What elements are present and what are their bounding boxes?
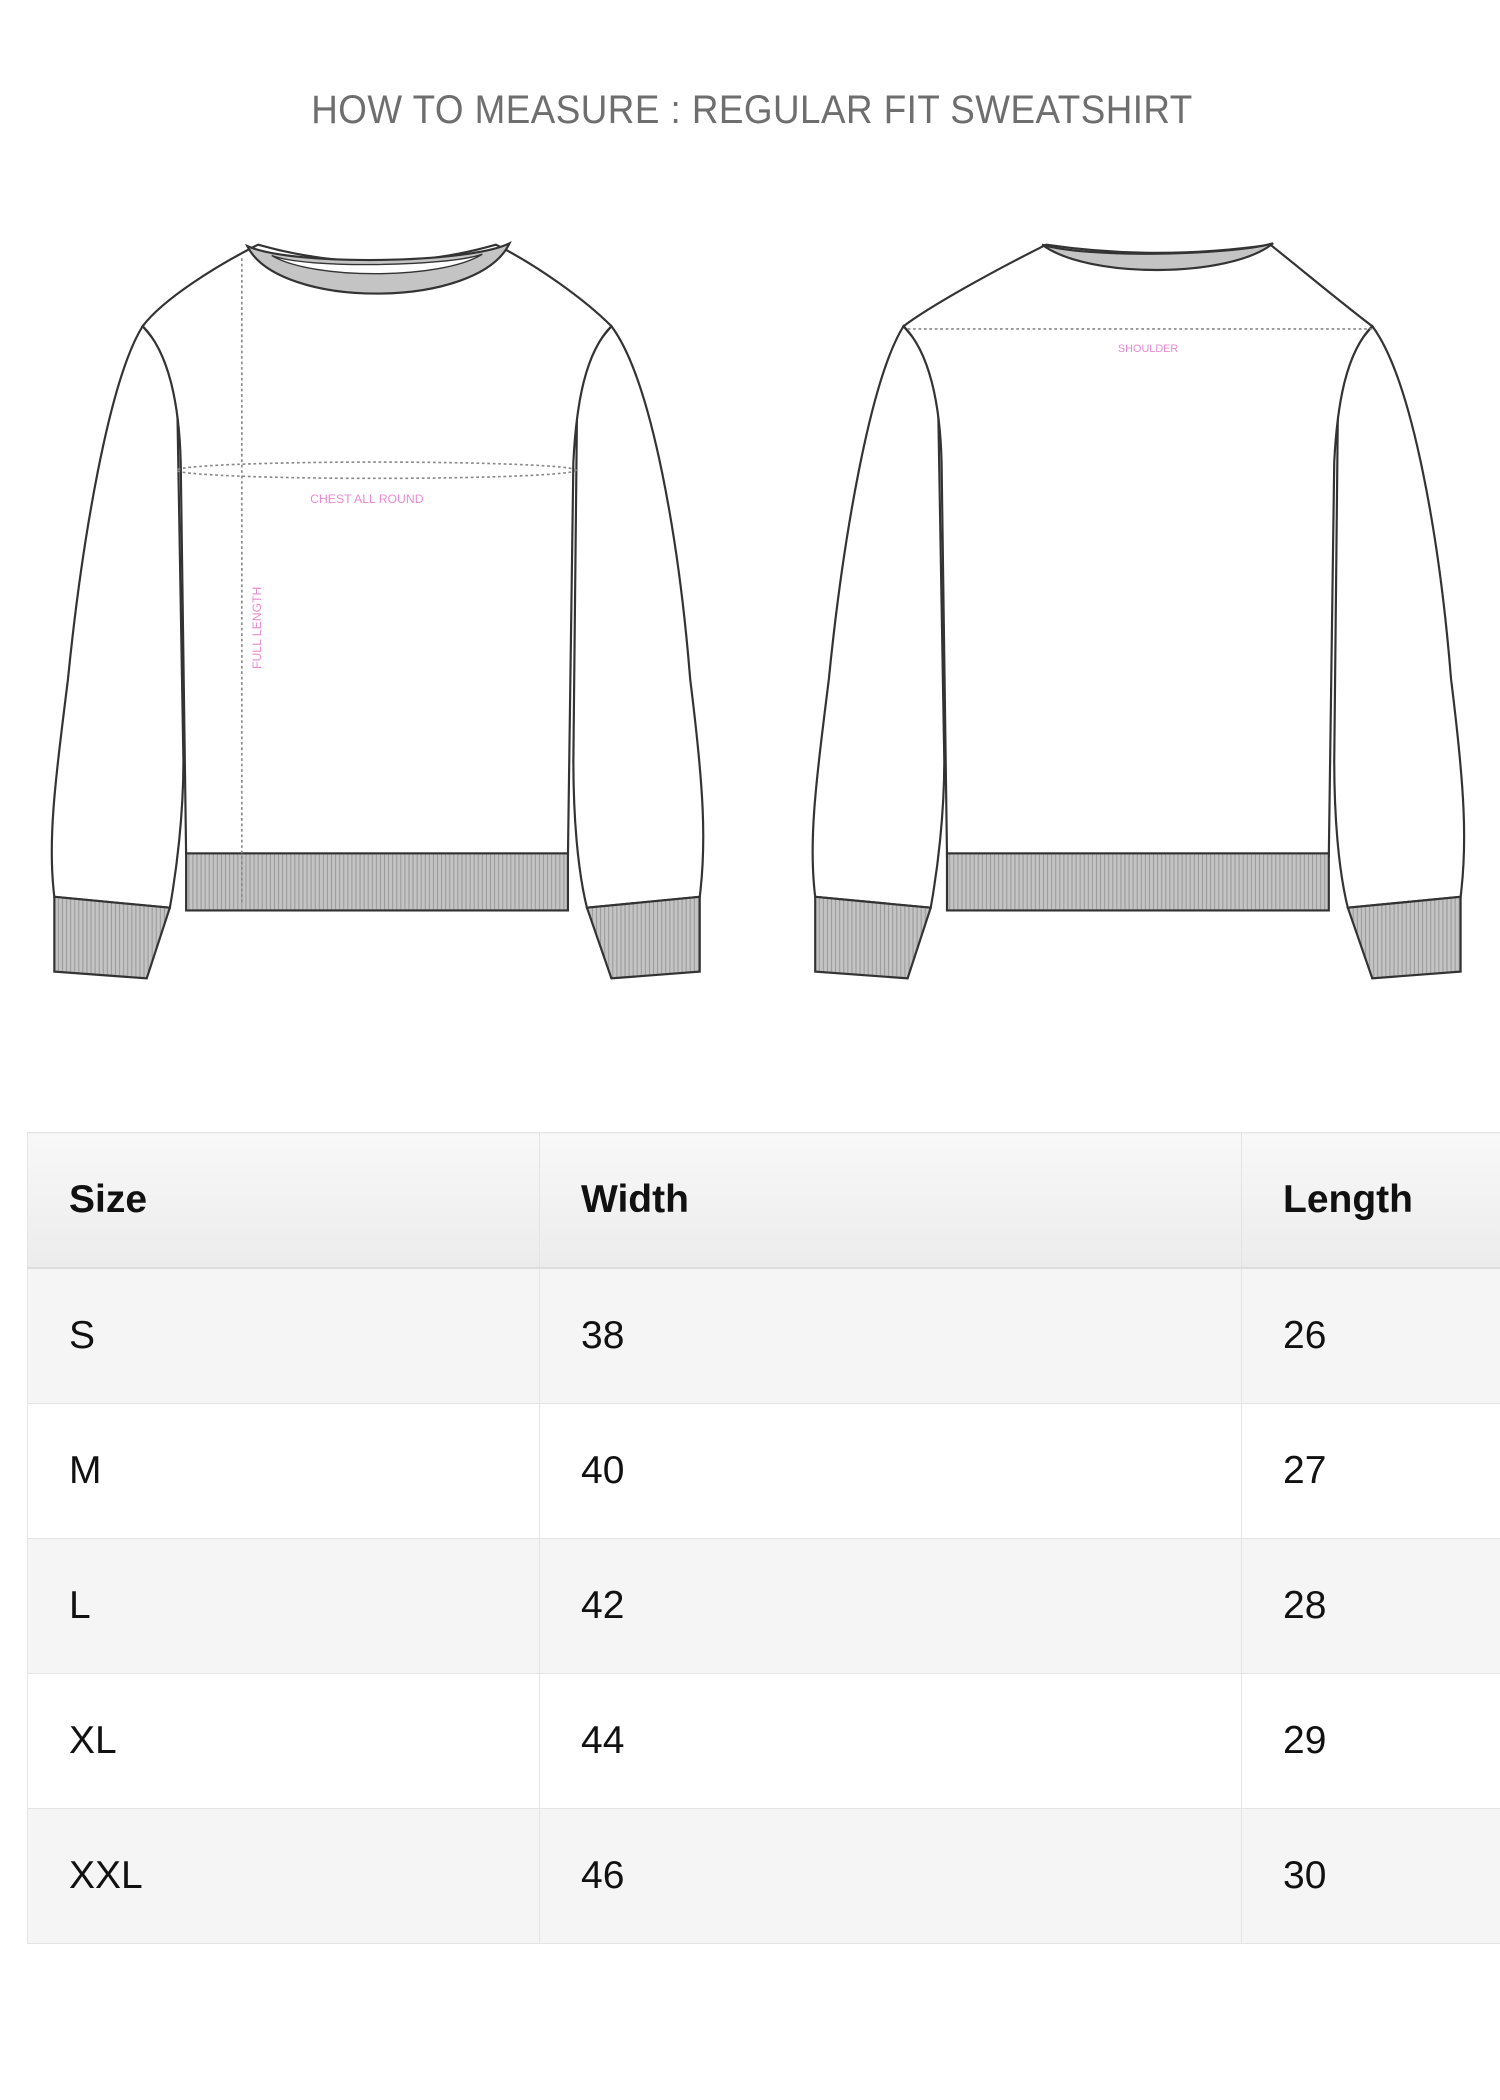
table-row: XL 44 29 [27, 1673, 1500, 1809]
cell-size: XL [27, 1673, 540, 1809]
length-label: FULL LENGTH [250, 587, 264, 669]
left-cuff [53, 895, 172, 980]
table-row: XXL 46 30 [27, 1808, 1500, 1944]
cell-length: 27 [1241, 1403, 1500, 1539]
table-row: L 42 28 [27, 1538, 1500, 1674]
sweatshirt-diagram: CHEST ALL ROUND FULL LENGTH SHOULDER [50, 240, 1466, 980]
back-view [811, 242, 1466, 980]
header-size: Size [27, 1132, 540, 1269]
header-width: Width [539, 1132, 1242, 1269]
size-chart-table: Size Width Length S 38 26 M 40 27 L 42 2… [27, 1132, 1500, 1944]
table-row: S 38 26 [27, 1267, 1500, 1404]
table-row: M 40 27 [27, 1403, 1500, 1539]
chest-label: CHEST ALL ROUND [310, 492, 424, 506]
cell-length: 28 [1241, 1538, 1500, 1674]
table-header-row: Size Width Length [27, 1132, 1500, 1269]
shoulder-label: SHOULDER [1118, 343, 1178, 355]
cell-length: 26 [1241, 1267, 1500, 1404]
page-title: HOW TO MEASURE : REGULAR FIT SWEATSHIRT [311, 88, 1193, 132]
cell-size: M [27, 1403, 540, 1539]
left-sleeve [50, 324, 185, 909]
header-length: Length [1241, 1132, 1500, 1269]
front-measure-lines [175, 258, 577, 904]
cell-width: 38 [539, 1267, 1242, 1404]
front-view [50, 240, 705, 980]
cell-size: S [27, 1267, 540, 1404]
cell-width: 44 [539, 1673, 1242, 1809]
cell-length: 30 [1241, 1808, 1500, 1944]
cell-width: 42 [539, 1538, 1242, 1674]
cell-size: XXL [27, 1808, 540, 1944]
right-cuff [585, 895, 701, 980]
cell-size: L [27, 1538, 540, 1674]
cell-width: 40 [539, 1403, 1242, 1539]
right-sleeve [572, 324, 705, 909]
cell-width: 46 [539, 1808, 1242, 1944]
body [141, 243, 613, 858]
hem-band [185, 852, 570, 912]
cell-length: 29 [1241, 1673, 1500, 1809]
